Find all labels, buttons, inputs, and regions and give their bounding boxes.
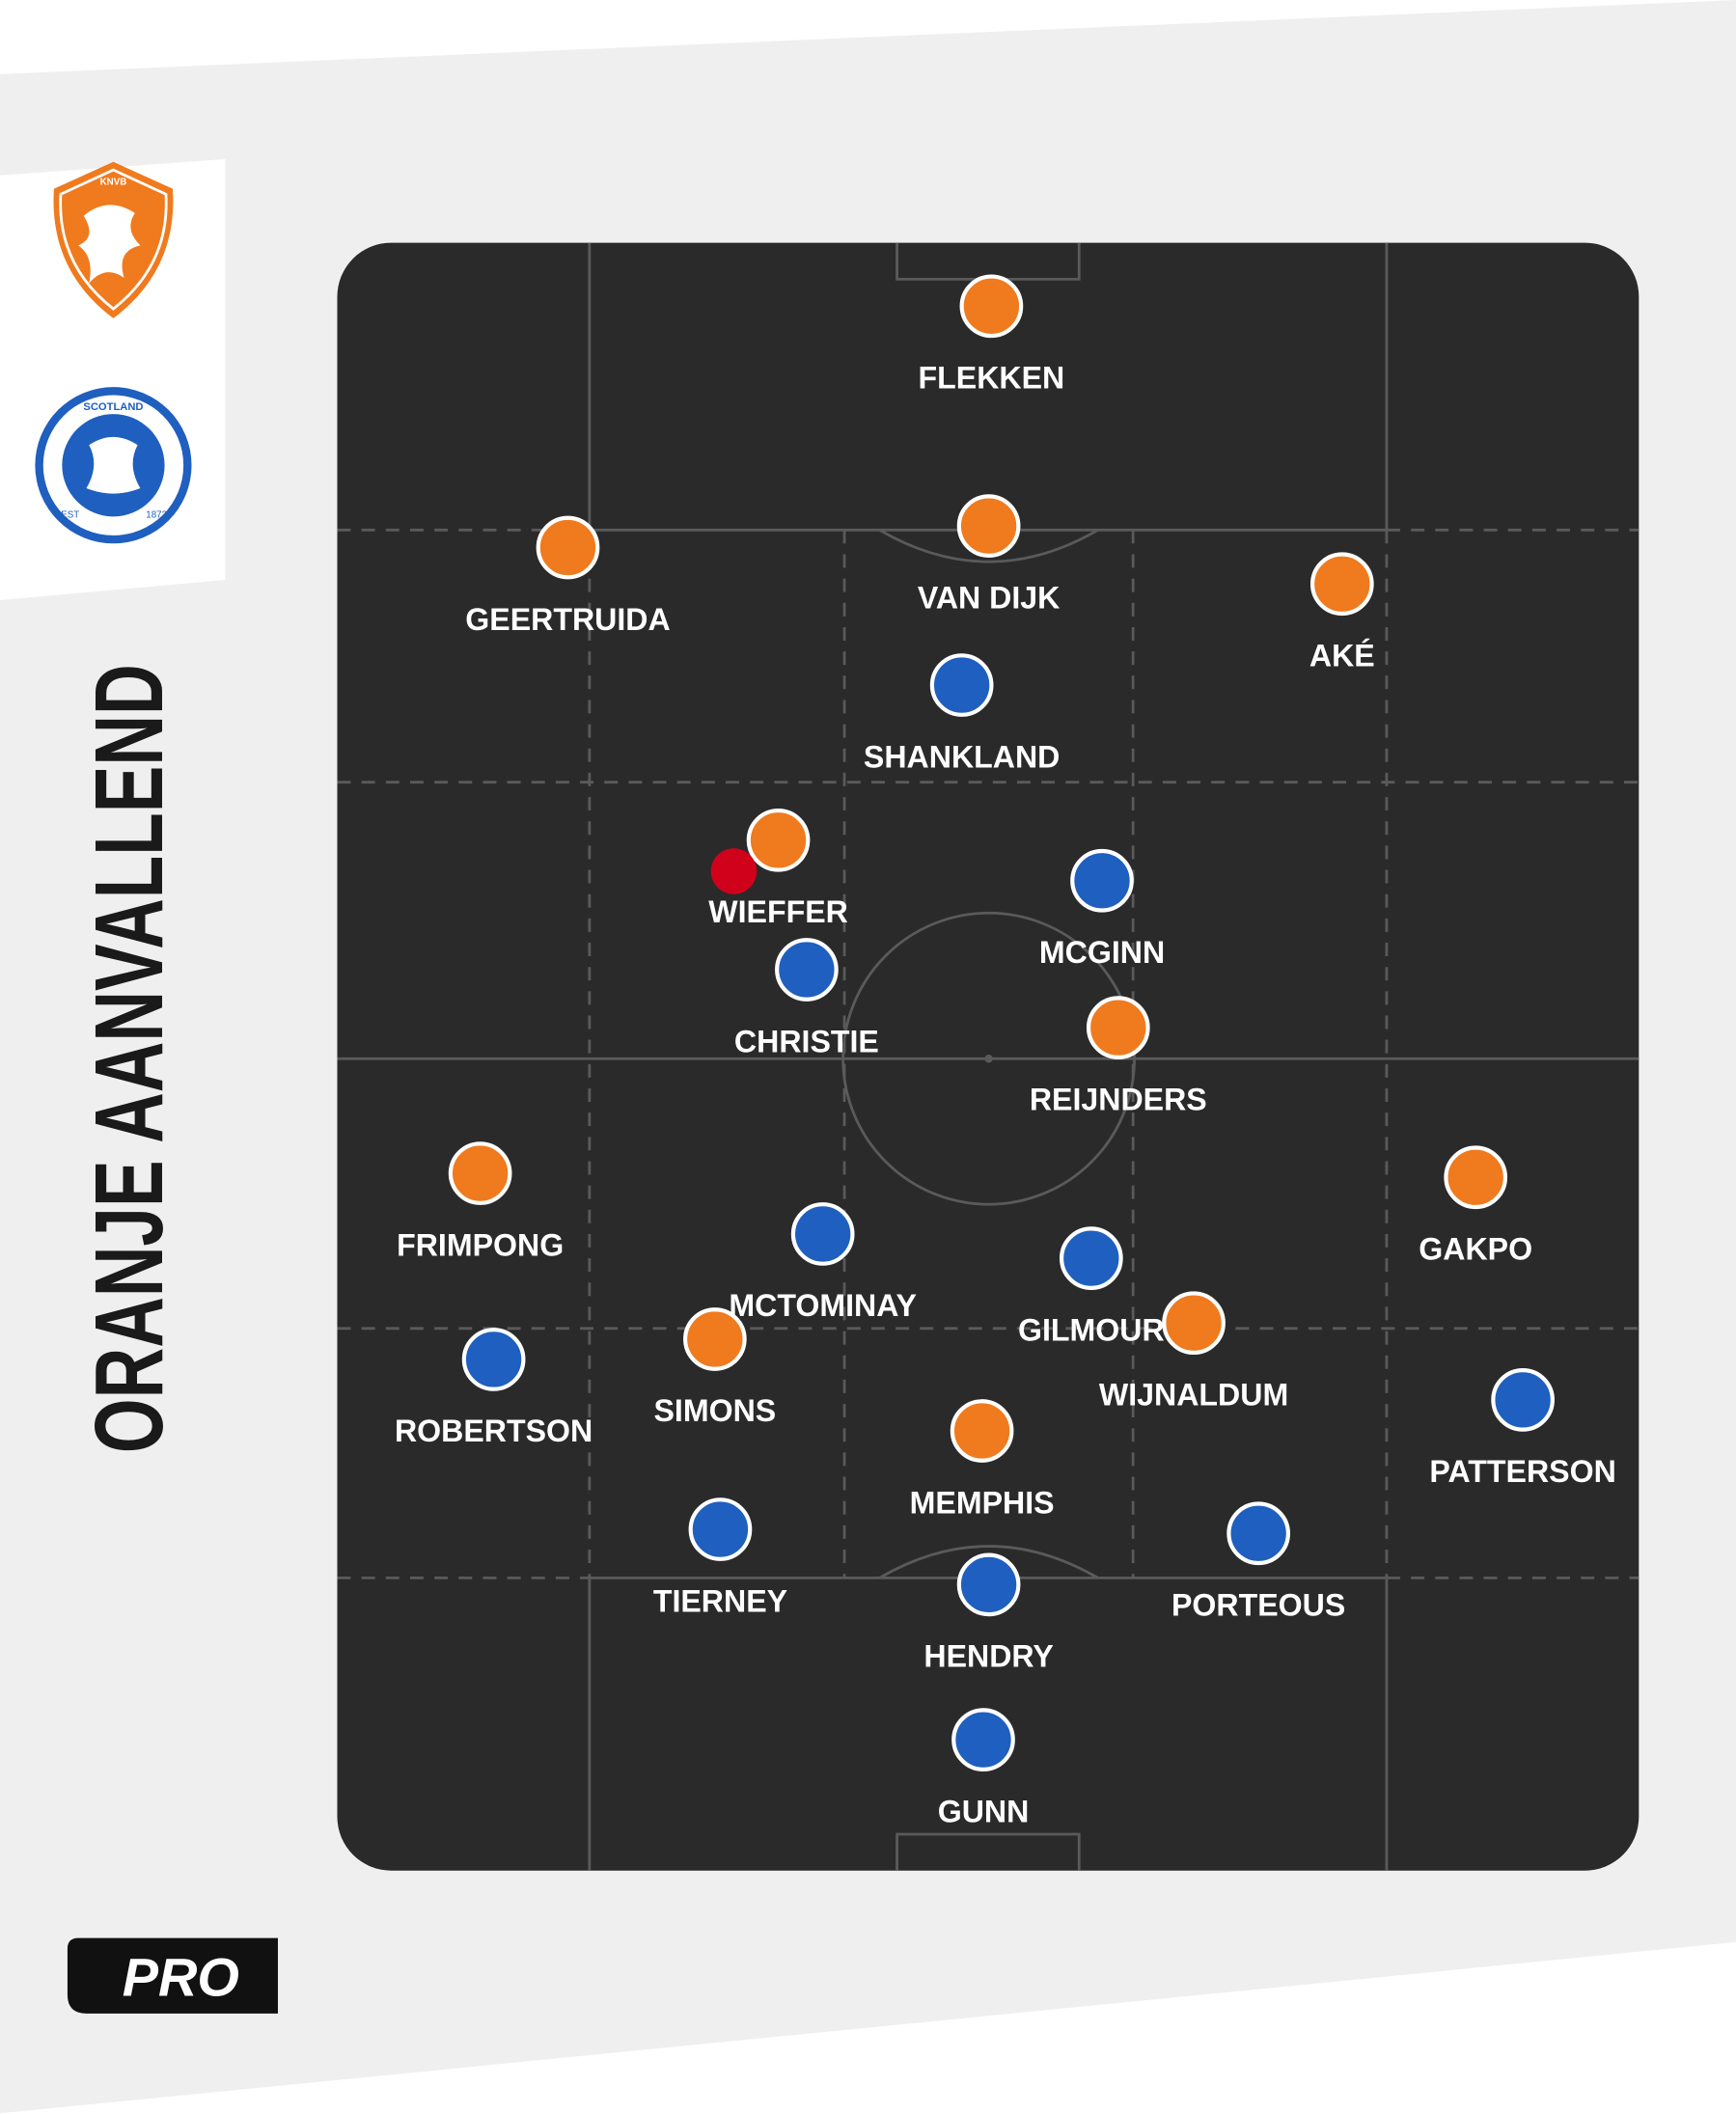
player-name: FLEKKEN	[919, 361, 1065, 396]
player-name: SHANKLAND	[864, 739, 1060, 774]
player-dot	[1086, 996, 1150, 1059]
player-dot	[536, 515, 600, 580]
player-name: MCTOMINAY	[729, 1288, 917, 1323]
player-name: GILMOUR	[1018, 1312, 1165, 1347]
player-dot	[929, 653, 994, 717]
player-dot	[1059, 1226, 1123, 1290]
player-name: AKÉ	[1309, 638, 1375, 673]
player-dot	[746, 808, 811, 872]
player-name: ROBERTSON	[395, 1414, 592, 1448]
pro-text: PRO	[123, 1947, 239, 2008]
player-name: GEERTRUIDA	[465, 602, 670, 637]
player-dot	[959, 274, 1024, 339]
player-dot	[1226, 1501, 1291, 1566]
player-name: MCGINN	[1039, 935, 1165, 970]
player-dot	[1162, 1291, 1226, 1356]
scotland-text: SCOTLAND	[83, 401, 143, 413]
player-name: TIERNEY	[653, 1583, 787, 1618]
player-name: GAKPO	[1419, 1232, 1532, 1267]
card-marker	[710, 848, 758, 894]
player-dot	[1070, 848, 1134, 913]
player-name: VAN DIJK	[918, 580, 1061, 615]
player-name: FRIMPONG	[397, 1227, 564, 1262]
player-name: WIEFFER	[708, 894, 848, 929]
player-name: PATTERSON	[1429, 1454, 1615, 1489]
player-name: PORTEOUS	[1171, 1588, 1345, 1623]
player-name: WIJNALDUM	[1099, 1377, 1288, 1412]
player-name: SIMONS	[653, 1393, 776, 1428]
knvb-logo: KNVB	[53, 161, 174, 318]
pro-badge: PRO	[67, 1937, 278, 2014]
player-dot	[956, 1552, 1021, 1617]
player-dot	[1444, 1145, 1508, 1210]
player-dot	[688, 1497, 753, 1561]
player-name: MEMPHIS	[910, 1485, 1055, 1520]
player-dot	[956, 494, 1021, 558]
knvb-text: KNVB	[100, 177, 127, 187]
player-name: REIJNDERS	[1030, 1082, 1207, 1116]
player-dot	[950, 1399, 1014, 1463]
player-name: CHRISTIE	[734, 1024, 879, 1058]
player-dot	[790, 1202, 855, 1266]
player-dot	[775, 938, 839, 1002]
player-dot	[683, 1307, 747, 1371]
player-dot	[951, 1708, 1015, 1771]
player-name: GUNN	[938, 1794, 1030, 1828]
player-dot	[461, 1328, 526, 1391]
players: FLEKKEN VAN DIJK GEERTRUIDA AKÉ WIEFFER REIJN…	[395, 274, 1616, 1828]
player-dot	[1491, 1368, 1555, 1432]
player-name: HENDRY	[923, 1639, 1053, 1674]
player-dot	[448, 1141, 512, 1205]
scotland-logo: SCOTLAND EST 1873	[35, 387, 192, 544]
title: ORANJE AANVALLEND	[75, 664, 183, 1453]
player-dot	[1309, 552, 1374, 617]
year-text: 1873	[146, 510, 167, 521]
est-text: EST	[61, 510, 79, 521]
pitch	[337, 242, 1640, 1871]
